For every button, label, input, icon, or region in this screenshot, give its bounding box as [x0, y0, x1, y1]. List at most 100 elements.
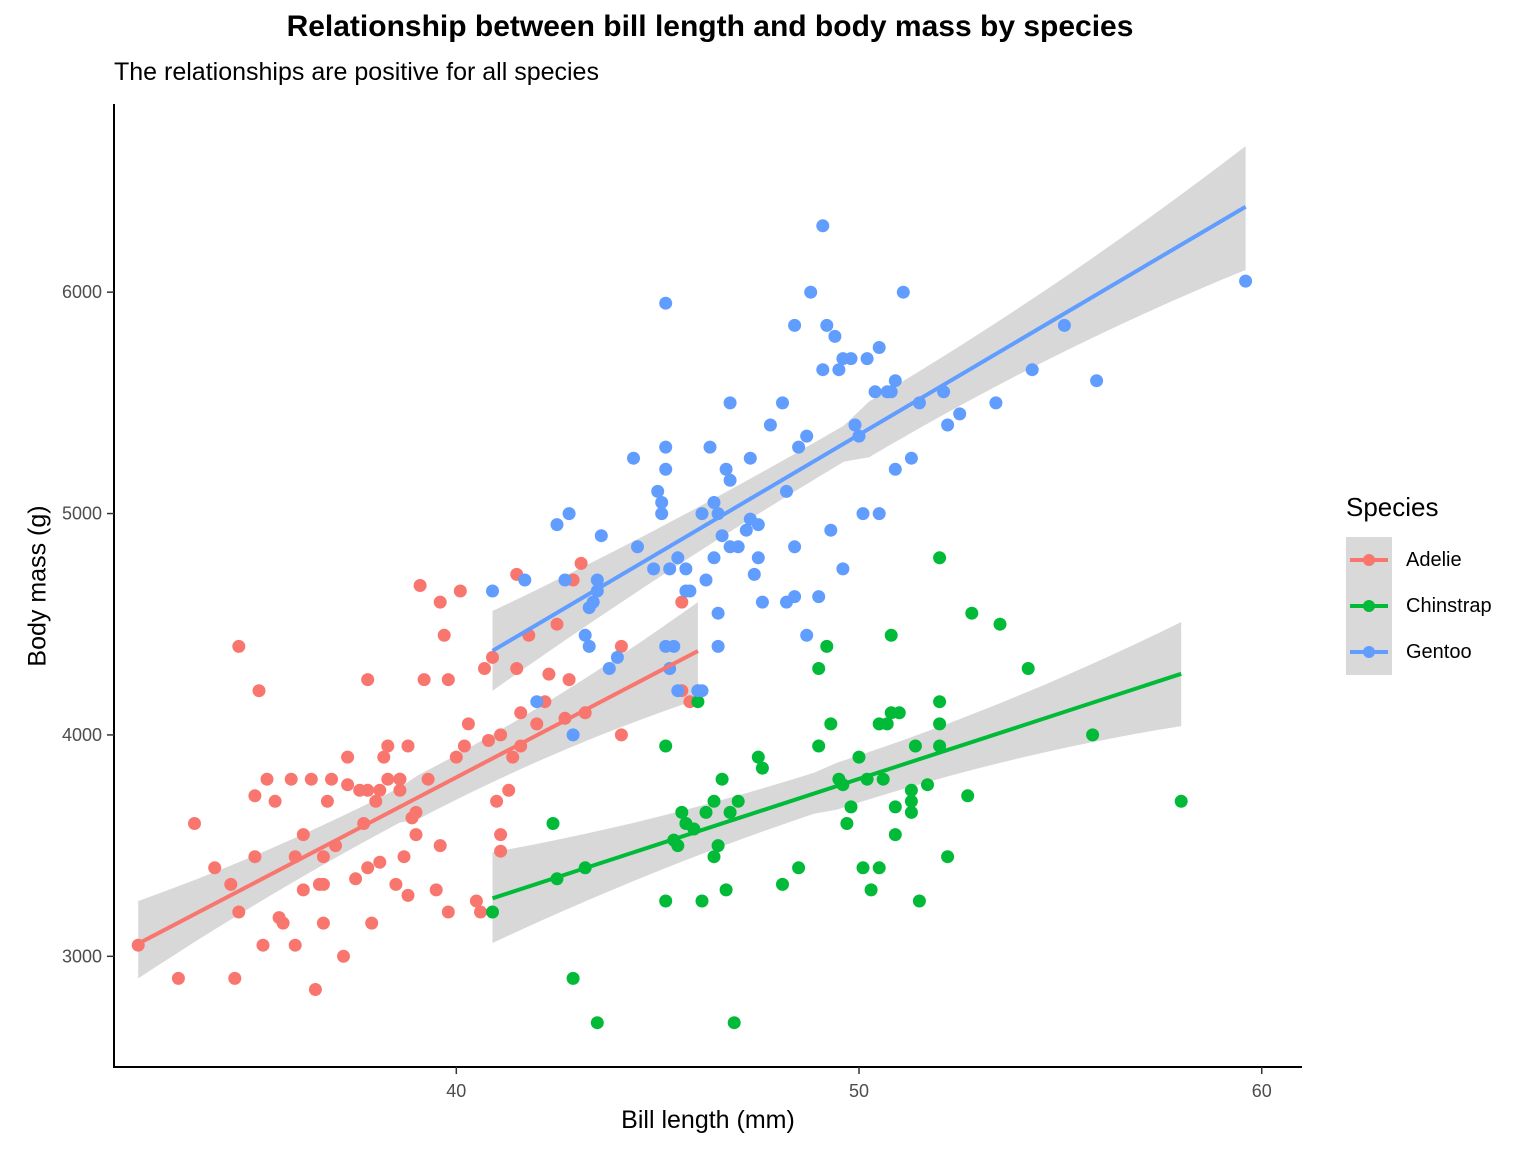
point-chinstrap [912, 894, 926, 908]
x-ticks: 40 50 60 [446, 1067, 1272, 1101]
point-adelie [397, 850, 411, 864]
point-gentoo [647, 562, 661, 576]
point-gentoo [486, 584, 499, 598]
point-gentoo [743, 451, 757, 465]
point-gentoo [828, 329, 842, 343]
point-adelie [208, 861, 222, 875]
point-gentoo [1025, 363, 1039, 377]
point-adelie [401, 739, 415, 753]
point-gentoo [747, 567, 761, 581]
point-gentoo [888, 374, 902, 388]
point-gentoo [816, 219, 830, 233]
point-gentoo [896, 285, 910, 299]
point-gentoo [518, 573, 532, 587]
point-gentoo [659, 462, 673, 476]
point-adelie [188, 817, 201, 830]
point-chinstrap [856, 861, 870, 875]
point-adelie [393, 783, 407, 797]
point-gentoo [904, 451, 918, 465]
point-gentoo [776, 396, 789, 410]
y-tick-label: 5000 [62, 504, 102, 524]
point-gentoo [558, 573, 572, 587]
point-chinstrap [590, 1016, 604, 1030]
trend-lines [137, 204, 1247, 946]
point-adelie [373, 855, 387, 869]
point-gentoo [627, 451, 640, 465]
point-chinstrap [812, 739, 826, 753]
point-adelie [461, 717, 475, 731]
point-adelie [502, 783, 516, 797]
point-chinstrap [888, 800, 902, 814]
chart-subtitle: The relationships are positive for all s… [114, 58, 599, 86]
point-gentoo [763, 418, 777, 432]
point-chinstrap [933, 551, 947, 565]
point-adelie [349, 872, 363, 886]
point-chinstrap [961, 789, 975, 803]
point-gentoo [848, 418, 862, 432]
point-chinstrap [731, 794, 745, 808]
point-adelie [361, 861, 375, 875]
point-chinstrap [933, 717, 947, 731]
point-adelie [308, 983, 322, 996]
point-gentoo [1090, 374, 1104, 388]
point-gentoo [872, 341, 886, 354]
point-gentoo [679, 584, 693, 598]
point-chinstrap [751, 750, 765, 764]
point-gentoo [812, 590, 826, 604]
point-gentoo [844, 352, 858, 366]
point-adelie [296, 828, 310, 842]
point-chinstrap [671, 839, 685, 853]
point-adelie [381, 739, 395, 753]
point-chinstrap [727, 1016, 741, 1030]
point-gentoo [586, 595, 600, 609]
point-chinstrap [659, 894, 673, 908]
ci-band-adelie [138, 602, 698, 979]
point-chinstrap [933, 695, 947, 709]
point-chinstrap [904, 783, 918, 797]
y-tick-label: 3000 [62, 946, 102, 966]
point-gentoo [872, 507, 886, 521]
data-points [131, 219, 1253, 1030]
point-gentoo [655, 507, 669, 521]
point-adelie [550, 617, 564, 631]
point-gentoo [723, 540, 737, 554]
y-ticks: 3000 4000 5000 6000 [62, 282, 114, 966]
point-chinstrap [723, 805, 737, 819]
y-tick-label: 4000 [62, 725, 102, 745]
legend-key-chinstrap [1346, 583, 1392, 629]
point-chinstrap [965, 606, 979, 620]
point-gentoo [780, 484, 793, 498]
point-gentoo [888, 462, 902, 476]
ci-band-gentoo [492, 146, 1246, 691]
trend-line-adelie [137, 649, 699, 946]
point-gentoo [671, 684, 685, 698]
point-chinstrap [707, 850, 721, 864]
point-chinstrap [719, 883, 733, 897]
point-chinstrap [888, 828, 902, 842]
point-chinstrap [941, 850, 955, 864]
x-tick-label: 60 [1252, 1081, 1272, 1101]
point-adelie [453, 584, 467, 598]
point-gentoo [711, 639, 725, 653]
point-gentoo [800, 628, 814, 642]
point-chinstrap [695, 894, 709, 908]
point-adelie [421, 772, 435, 786]
point-adelie [514, 706, 528, 720]
point-adelie [413, 579, 427, 592]
point-chinstrap [820, 639, 834, 653]
point-adelie [494, 844, 508, 858]
point-chinstrap [486, 905, 499, 919]
point-gentoo [695, 684, 709, 698]
chart-title: Relationship between bill length and bod… [286, 10, 1134, 43]
point-adelie [482, 734, 495, 747]
x-tick-label: 40 [446, 1081, 466, 1101]
point-gentoo [788, 318, 802, 332]
point-adelie [320, 794, 334, 808]
point-gentoo [1057, 318, 1071, 332]
point-adelie [614, 728, 628, 742]
x-tick-label: 50 [849, 1081, 869, 1101]
point-chinstrap [675, 805, 689, 819]
point-chinstrap [1174, 794, 1188, 808]
point-chinstrap [904, 805, 918, 819]
trend-line-chinstrap [491, 671, 1182, 901]
